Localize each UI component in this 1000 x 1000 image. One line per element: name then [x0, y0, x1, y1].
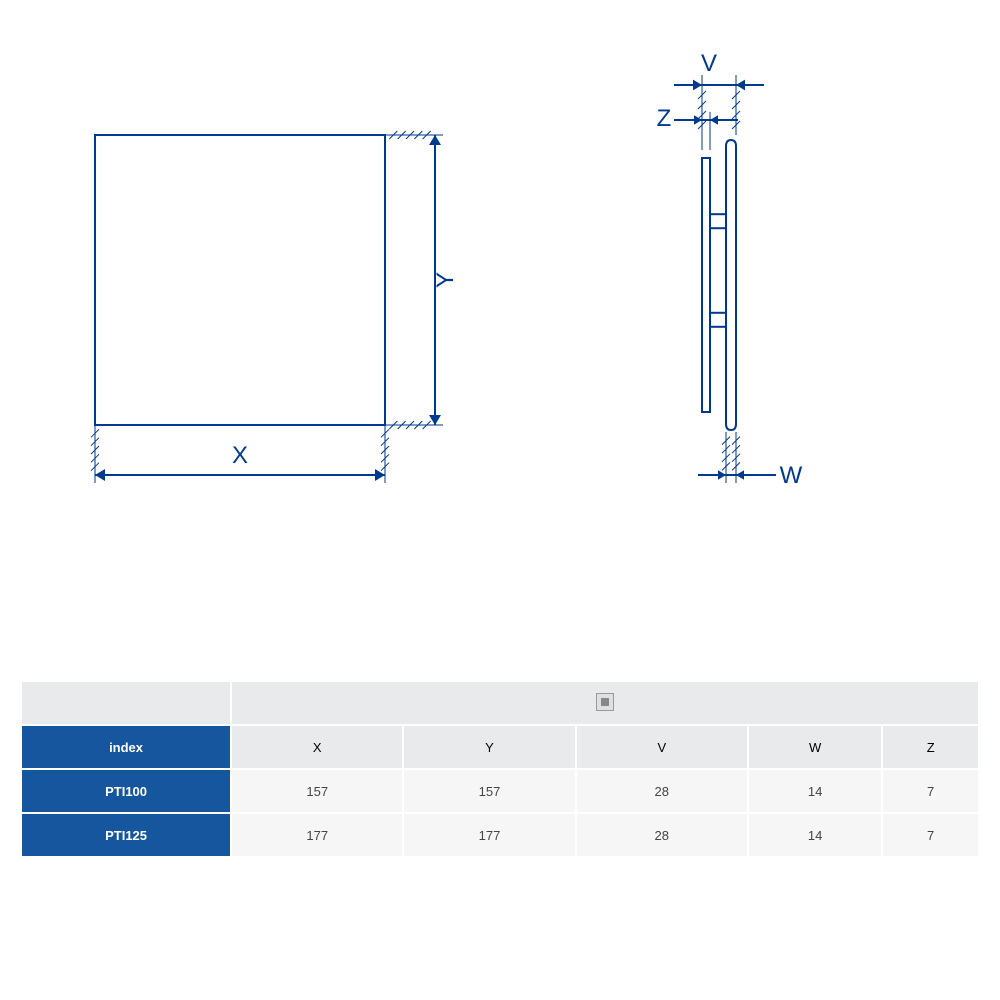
cell: 177 — [404, 814, 574, 856]
cell: 157 — [404, 770, 574, 812]
row-index: PTI100 — [22, 770, 230, 812]
diagram-svg: X Y V Z W — [0, 40, 1000, 540]
table-row: PTI100 157 157 28 14 7 — [22, 770, 978, 812]
table-icon-header — [232, 682, 978, 724]
cell: 14 — [749, 770, 881, 812]
col-w: W — [749, 726, 881, 768]
col-x: X — [232, 726, 402, 768]
table-icon-row — [22, 682, 978, 724]
technical-drawing: X Y V Z W — [0, 40, 1000, 540]
cell: 28 — [577, 814, 747, 856]
cell: 28 — [577, 770, 747, 812]
table-empty-header — [22, 682, 230, 724]
table-row: PTI125 177 177 28 14 7 — [22, 814, 978, 856]
cell: 7 — [883, 814, 978, 856]
dimension-icon — [596, 693, 614, 711]
col-z: Z — [883, 726, 978, 768]
svg-text:W: W — [780, 462, 803, 489]
row-index: PTI125 — [22, 814, 230, 856]
svg-text:Z: Z — [657, 105, 672, 132]
dimension-table: index X Y V W Z PTI100 157 157 28 14 7 P… — [20, 680, 980, 858]
col-y: Y — [404, 726, 574, 768]
svg-text:V: V — [701, 50, 717, 77]
col-index: index — [22, 726, 230, 768]
cell: 14 — [749, 814, 881, 856]
svg-text:X: X — [232, 442, 248, 469]
cell: 177 — [232, 814, 402, 856]
table-header-row: index X Y V W Z — [22, 726, 978, 768]
svg-text:Y: Y — [432, 272, 459, 288]
col-v: V — [577, 726, 747, 768]
cell: 157 — [232, 770, 402, 812]
cell: 7 — [883, 770, 978, 812]
